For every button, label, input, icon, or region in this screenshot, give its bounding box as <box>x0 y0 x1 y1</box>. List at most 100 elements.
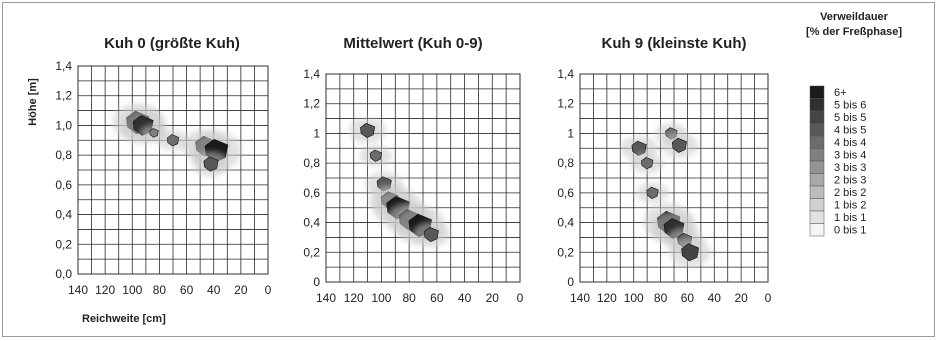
legend-swatch <box>809 148 825 162</box>
legend-swatch <box>809 98 825 112</box>
legend-entry-label: 1 bis 2 <box>834 200 866 212</box>
heatmap-panel-2: Kuh 9 (kleinste Kuh) 0 0,2 0,4 0,6 0,8 1 1,2 1,4… <box>557 35 771 305</box>
x-tick-label: 0 <box>265 283 272 297</box>
legend-entry-label: 3 bis 4 <box>834 150 866 162</box>
chart-title: Mittelwert (Kuh 0-9) <box>343 35 482 52</box>
legend-entry-label: 0 bis 1 <box>834 225 866 237</box>
y-tick-label: 1 <box>567 126 574 140</box>
x-tick-label: 20 <box>486 291 500 305</box>
legend-swatch <box>809 123 825 137</box>
legend-swatch <box>809 173 825 187</box>
hotspot <box>203 156 219 172</box>
hotspot <box>360 122 376 139</box>
hotspot <box>369 149 383 162</box>
legend-entry-label: 6+ <box>834 87 847 99</box>
x-tick-label: 120 <box>344 291 364 305</box>
y-tick-label: 0 <box>567 275 574 289</box>
y-tick-label: 0,6 <box>55 178 72 192</box>
y-tick-label: 0,8 <box>557 156 574 170</box>
hotspot <box>641 156 654 170</box>
y-tick-label: 0,8 <box>303 156 320 170</box>
hotspot <box>646 186 659 200</box>
legend-swatch <box>809 223 825 237</box>
x-tick-label: 40 <box>708 291 722 305</box>
x-tick-label: 140 <box>316 291 336 305</box>
x-tick-label: 100 <box>371 291 391 305</box>
y-tick-label: 1,2 <box>303 97 320 111</box>
y-tick-label: 1,4 <box>55 59 72 73</box>
legend: Verweildauer [% der Freßphase] 6+5 bis 65 … <box>806 11 902 237</box>
y-tick-label: 1,4 <box>303 67 320 81</box>
legend-entry-label: 1 bis 1 <box>834 212 866 224</box>
legend-entry-label: 3 bis 3 <box>834 162 866 174</box>
heatmap-panel-0: Kuh 0 (größte Kuh) 0,0 0,2 0,4 0,6 0,8 1,0 1,2 1… <box>27 35 272 325</box>
hotspot <box>671 137 687 153</box>
hotspots <box>112 103 242 177</box>
hotspot <box>149 128 159 138</box>
y-tick-label: 1,2 <box>55 89 72 103</box>
x-tick-label: 20 <box>234 283 248 297</box>
x-tick-label: 80 <box>402 291 416 305</box>
hotspots <box>620 123 711 268</box>
y-tick-label: 0,4 <box>55 208 72 222</box>
hotspot <box>423 226 439 243</box>
legend-title: [% der Freßphase] <box>806 26 902 38</box>
legend-entry-label: 5 bis 6 <box>834 100 866 112</box>
x-tick-label: 60 <box>681 291 695 305</box>
legend-entry-label: 5 bis 5 <box>834 112 866 124</box>
grid <box>325 73 521 283</box>
legend-entry-label: 4 bis 4 <box>834 137 866 149</box>
y-tick-label: 0,2 <box>303 245 320 259</box>
y-tick-label: 0,4 <box>303 216 320 230</box>
hotspots <box>348 117 450 248</box>
x-tick-label: 100 <box>122 283 142 297</box>
x-tick-label: 20 <box>734 291 748 305</box>
x-axis-label: Reichweite [cm] <box>82 313 166 325</box>
x-tick-label: 40 <box>207 283 221 297</box>
legend-entry-label: 2 bis 3 <box>834 175 866 187</box>
hotspot <box>631 140 647 156</box>
x-tick-label: 120 <box>597 291 617 305</box>
x-tick-label: 140 <box>570 291 590 305</box>
y-tick-label: 0,2 <box>55 237 72 251</box>
hotspot <box>166 134 180 147</box>
legend-title: Verweildauer <box>820 11 889 23</box>
legend-swatch <box>809 110 825 124</box>
x-tick-label: 100 <box>624 291 644 305</box>
y-tick-label: 1,4 <box>557 67 574 81</box>
figure-frame <box>2 2 935 337</box>
x-tick-label: 0 <box>517 291 524 305</box>
heatmap-panel-1: Mittelwert (Kuh 0-9) 0 0,2 0,4 0,6 0,8 1 1,2 1,4… <box>303 35 523 305</box>
legend-swatch <box>809 160 825 174</box>
legend-entry-label: 2 bis 2 <box>834 187 866 199</box>
y-tick-label: 0,4 <box>557 216 574 230</box>
x-tick-label: 120 <box>95 283 115 297</box>
x-tick-label: 40 <box>458 291 472 305</box>
chart-title: Kuh 9 (kleinste Kuh) <box>601 35 746 52</box>
hotspot <box>681 243 700 262</box>
legend-swatch <box>809 185 825 199</box>
y-tick-label: 0,8 <box>55 148 72 162</box>
y-tick-label: 0,6 <box>303 186 320 200</box>
y-tick-label: 0,2 <box>557 245 574 259</box>
legend-entry-label: 4 bis 5 <box>834 125 866 137</box>
x-tick-label: 60 <box>430 291 444 305</box>
y-tick-label: 0,6 <box>557 186 574 200</box>
y-axis-label: Höhe [m] <box>27 78 39 126</box>
y-tick-label: 1,0 <box>55 118 72 132</box>
x-tick-label: 80 <box>153 283 167 297</box>
y-tick-label: 1 <box>313 126 320 140</box>
legend-swatch <box>809 135 825 149</box>
x-tick-label: 0 <box>765 291 772 305</box>
legend-swatch <box>809 85 825 99</box>
x-tick-label: 60 <box>180 283 194 297</box>
x-tick-label: 80 <box>654 291 668 305</box>
y-tick-label: 0,0 <box>55 267 72 281</box>
chart-title: Kuh 0 (größte Kuh) <box>104 35 240 52</box>
x-tick-label: 140 <box>68 283 88 297</box>
y-tick-label: 1,2 <box>557 97 574 111</box>
legend-swatch <box>809 198 825 212</box>
y-tick-label: 0 <box>313 275 320 289</box>
legend-swatch <box>809 210 825 224</box>
